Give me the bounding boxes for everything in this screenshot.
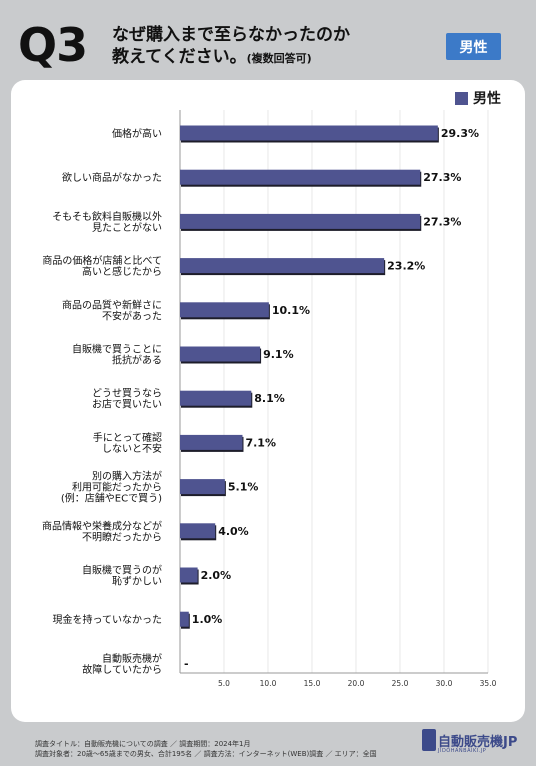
data-label: 9.1%	[263, 348, 294, 361]
question-title: なぜ購入まで至らなかったのか 教えてください。(複数回答可)	[112, 24, 350, 70]
logo-text: 自動販売機JP	[438, 735, 518, 750]
category-label: 自販機で買うことに抵抗がある	[72, 343, 162, 367]
category-label-line: どうせ買うなら	[92, 388, 162, 400]
category-label: 別の購入方法が利用可能だったから(例：店舗やECで買う)	[61, 470, 162, 505]
category-label-line: (例：店舗やECで買う)	[61, 492, 162, 505]
data-label: 8.1%	[254, 392, 285, 405]
category-label-line: 自販機で買うことに	[72, 343, 162, 356]
bar	[180, 479, 225, 495]
category-label-line: 商品の価格が店舗と比べて	[42, 254, 162, 267]
x-tick-label: 30.0	[436, 679, 453, 688]
category-label-line: そもそも飲料自販機以外	[52, 210, 162, 223]
data-label: 23.2%	[387, 260, 425, 273]
legend-swatch	[455, 91, 468, 105]
bar	[180, 523, 216, 539]
bar	[180, 213, 421, 229]
data-label: 7.1%	[245, 436, 276, 449]
category-label-line: お店で買いたい	[92, 398, 162, 411]
data-label: 29.3%	[441, 127, 479, 140]
bar	[180, 390, 252, 406]
category-label: 自販機で買うのが恥ずかしい	[82, 564, 162, 588]
bar	[180, 302, 269, 318]
data-label: 1.0%	[192, 613, 223, 626]
category-label: 手にとって確認しないと不安	[93, 431, 162, 455]
category-label-line: 商品情報や栄養成分などが	[42, 519, 162, 532]
bar	[180, 567, 198, 583]
x-tick-label: 20.0	[348, 679, 365, 688]
category-label: 商品情報や栄養成分などが不明瞭だったから	[42, 519, 162, 543]
category-label-line: 不明瞭だったから	[82, 530, 162, 543]
category-label-line: 欲しい商品がなかった	[62, 171, 162, 184]
category-label: 自動販売機が故障していたから	[82, 652, 162, 676]
data-label: 4.0%	[218, 525, 249, 538]
survey-footer: 調査タイトル：自動販売機についての調査 ／ 調査期間：2024年1月 調査対象者…	[35, 739, 377, 759]
x-tick-label: 15.0	[304, 679, 321, 688]
category-label-line: しないと不安	[102, 442, 162, 455]
question-number: Q3	[18, 18, 88, 72]
chart-legend: 男性	[455, 88, 501, 108]
title-line-2: 教えてください。(複数回答可)	[112, 46, 350, 70]
data-label: 10.1%	[272, 304, 310, 317]
category-label-line: 価格が高い	[112, 127, 162, 140]
category-label-line: 不安があった	[102, 309, 162, 322]
title-note: (複数回答可)	[246, 52, 312, 65]
site-logo: 自動販売機JP JIDOHANBAIKI.JP	[422, 727, 518, 759]
category-label-line: 見たことがない	[92, 221, 162, 234]
category-label: 現金を持っていなかった	[53, 613, 163, 626]
category-label-line: 商品の品質や新鮮さに	[62, 298, 162, 311]
category-label: 商品の品質や新鮮さに不安があった	[62, 298, 162, 322]
x-tick-label: 5.0	[218, 679, 230, 688]
logo-mark	[422, 729, 436, 751]
category-label-line: 自販機で買うのが	[82, 564, 162, 577]
category-label-line: 高いと感じたから	[82, 265, 162, 278]
data-label: 27.3%	[423, 171, 461, 184]
category-label-line: 抵抗がある	[112, 354, 162, 367]
category-label: 価格が高い	[112, 127, 162, 140]
data-label: 2.0%	[201, 569, 232, 582]
category-label-line: 自動販売機が	[102, 652, 162, 665]
gender-badge: 男性	[446, 33, 501, 60]
category-label: 欲しい商品がなかった	[62, 171, 162, 184]
data-label: 27.3%	[423, 215, 461, 228]
x-tick-label: 35.0	[480, 679, 497, 688]
category-label-line: 利用可能だったから	[72, 481, 162, 494]
footer-line-1: 調査タイトル：自動販売機についての調査 ／ 調査期間：2024年1月	[35, 740, 251, 748]
data-label: 5.1%	[228, 481, 259, 494]
x-tick-label: 10.0	[260, 679, 277, 688]
legend-label: 男性	[473, 91, 501, 107]
x-tick-label: 25.0	[392, 679, 409, 688]
data-label: -	[184, 657, 189, 670]
bar	[180, 611, 189, 627]
title-line-2-text: 教えてください。	[112, 47, 247, 67]
logo-subtext: JIDOHANBAIKI.JP	[438, 748, 487, 754]
title-line-1: なぜ購入まで至らなかったのか	[112, 25, 350, 45]
category-label-line: 別の購入方法が	[92, 470, 162, 483]
bar	[180, 125, 438, 141]
category-label-line: 恥ずかしい	[112, 576, 162, 588]
category-label: 商品の価格が店舗と比べて高いと感じたから	[42, 254, 162, 278]
category-label-line: 手にとって確認	[93, 431, 162, 444]
bar	[180, 346, 261, 362]
footer-line-2: 調査対象者：20歳～65歳までの男女、合計195名 ／ 調査方法：インターネット…	[35, 750, 377, 758]
category-label: そもそも飲料自販機以外見たことがない	[52, 210, 162, 234]
category-label: どうせ買うならお店で買いたい	[92, 388, 162, 411]
bar	[180, 258, 385, 274]
category-label-line: 故障していたから	[82, 663, 162, 676]
bar	[180, 169, 421, 185]
category-label-line: 現金を持っていなかった	[53, 613, 163, 626]
bar	[180, 434, 243, 450]
